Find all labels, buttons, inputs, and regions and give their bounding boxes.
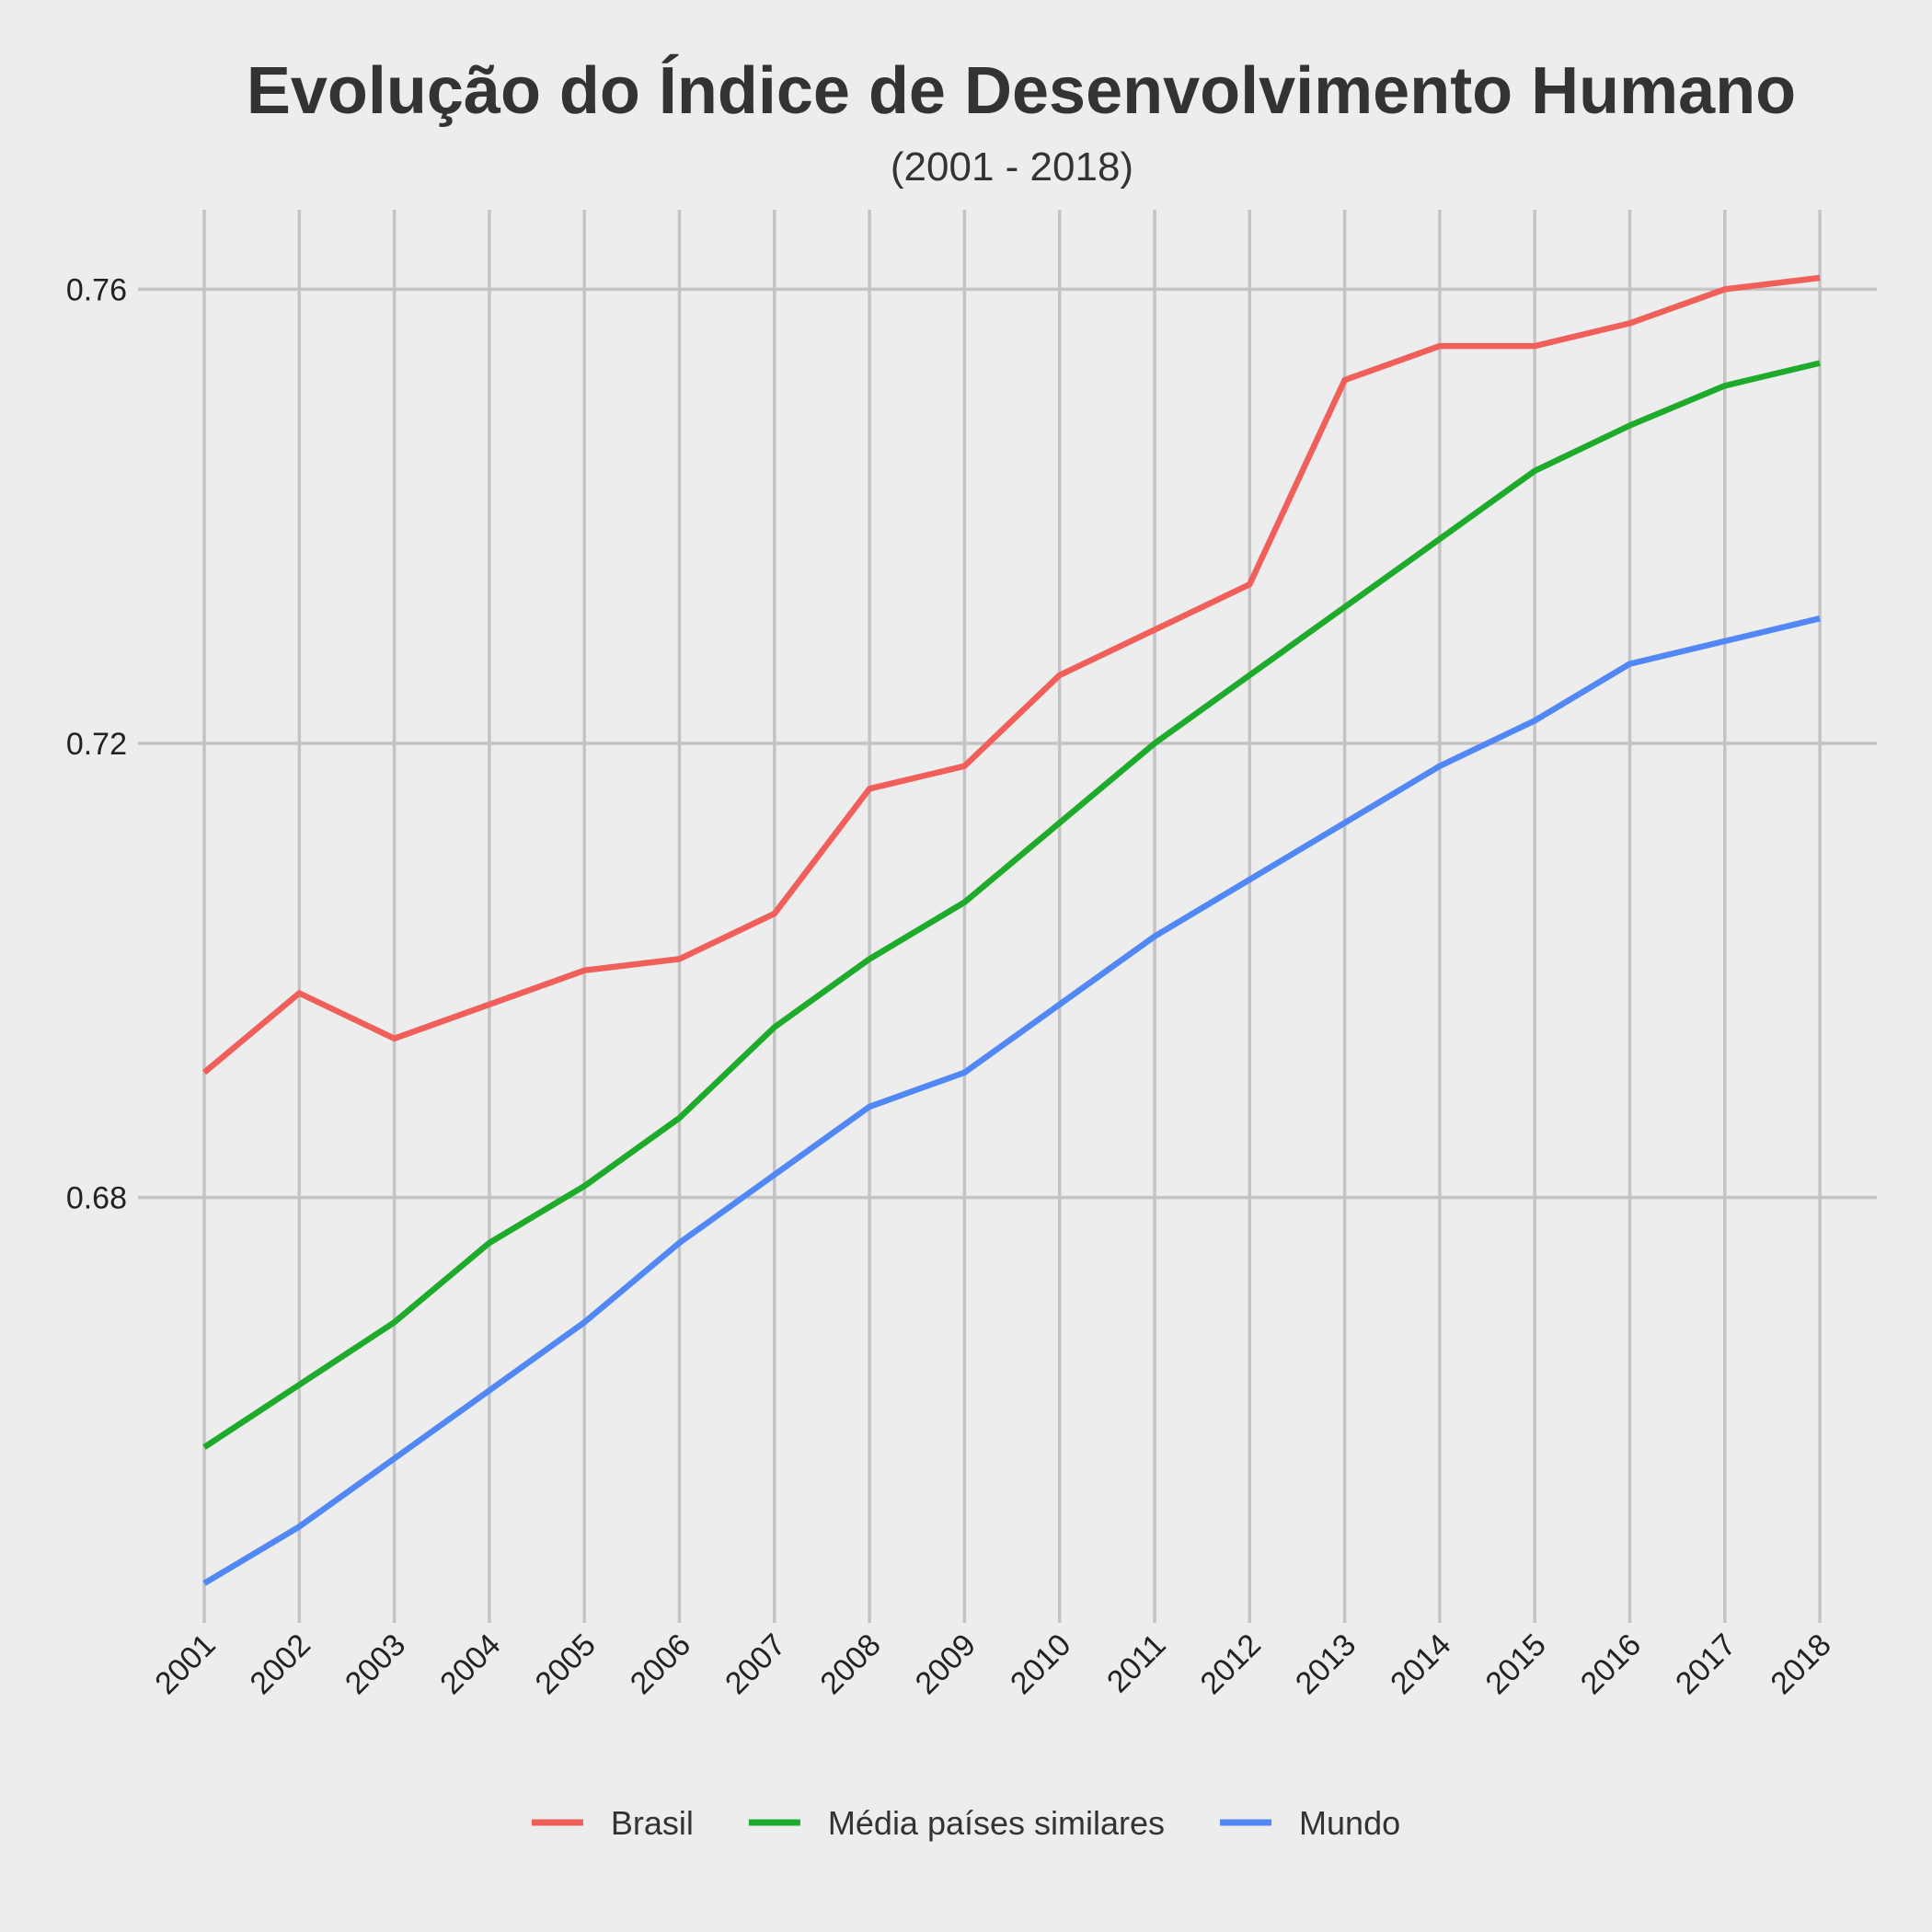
legend-item: Brasil xyxy=(531,1804,694,1842)
x-tick-label: 2013 xyxy=(1289,1627,1363,1701)
series-line-2 xyxy=(202,615,1821,1586)
y-tick-label: 0.72 xyxy=(66,727,127,762)
legend: Brasil Média países similares Mundo xyxy=(531,1804,1400,1842)
chart-title: Evolução do Índice de Desenvolvimento Hu… xyxy=(247,54,1796,128)
legend-label: Média países similares xyxy=(828,1804,1165,1842)
x-tick-label: 2010 xyxy=(1004,1627,1077,1701)
grid-lines xyxy=(138,210,1877,1623)
x-tick-label: 2006 xyxy=(624,1627,697,1701)
x-tick-label: 2007 xyxy=(719,1627,792,1701)
axis-labels: 2001 2002 2003 2004 2005 2006 2007 2008 2009 2010… xyxy=(66,272,1838,1701)
x-tick-label: 2011 xyxy=(1100,1627,1173,1700)
series-lines xyxy=(201,274,1821,1586)
x-tick-label: 2002 xyxy=(244,1627,317,1701)
x-tick-label: 2004 xyxy=(433,1627,507,1701)
x-tick-label: 2015 xyxy=(1479,1627,1553,1701)
x-tick-label: 2005 xyxy=(529,1627,603,1701)
series-line-0 xyxy=(201,274,1821,1075)
legend-item: Mundo xyxy=(1220,1804,1400,1842)
y-tick-label: 0.68 xyxy=(66,1181,127,1216)
x-tick-label: 2008 xyxy=(813,1627,887,1701)
legend-item: Média países similares xyxy=(748,1804,1165,1842)
x-tick-label: 2014 xyxy=(1384,1627,1457,1701)
x-tick-label: 2003 xyxy=(339,1627,412,1701)
series-line-1 xyxy=(202,360,1821,1450)
chart-subtitle: (2001 - 2018) xyxy=(891,144,1133,190)
legend-label: Brasil xyxy=(611,1804,694,1842)
x-tick-label: 2001 xyxy=(148,1627,222,1701)
x-tick-label: 2017 xyxy=(1669,1627,1742,1701)
y-tick-label: 0.76 xyxy=(66,272,127,307)
legend-label: Mundo xyxy=(1299,1804,1400,1842)
x-tick-label: 2016 xyxy=(1574,1627,1648,1701)
x-tick-label: 2012 xyxy=(1194,1627,1268,1701)
x-tick-label: 2018 xyxy=(1764,1627,1837,1701)
x-tick-label: 2009 xyxy=(909,1627,983,1701)
